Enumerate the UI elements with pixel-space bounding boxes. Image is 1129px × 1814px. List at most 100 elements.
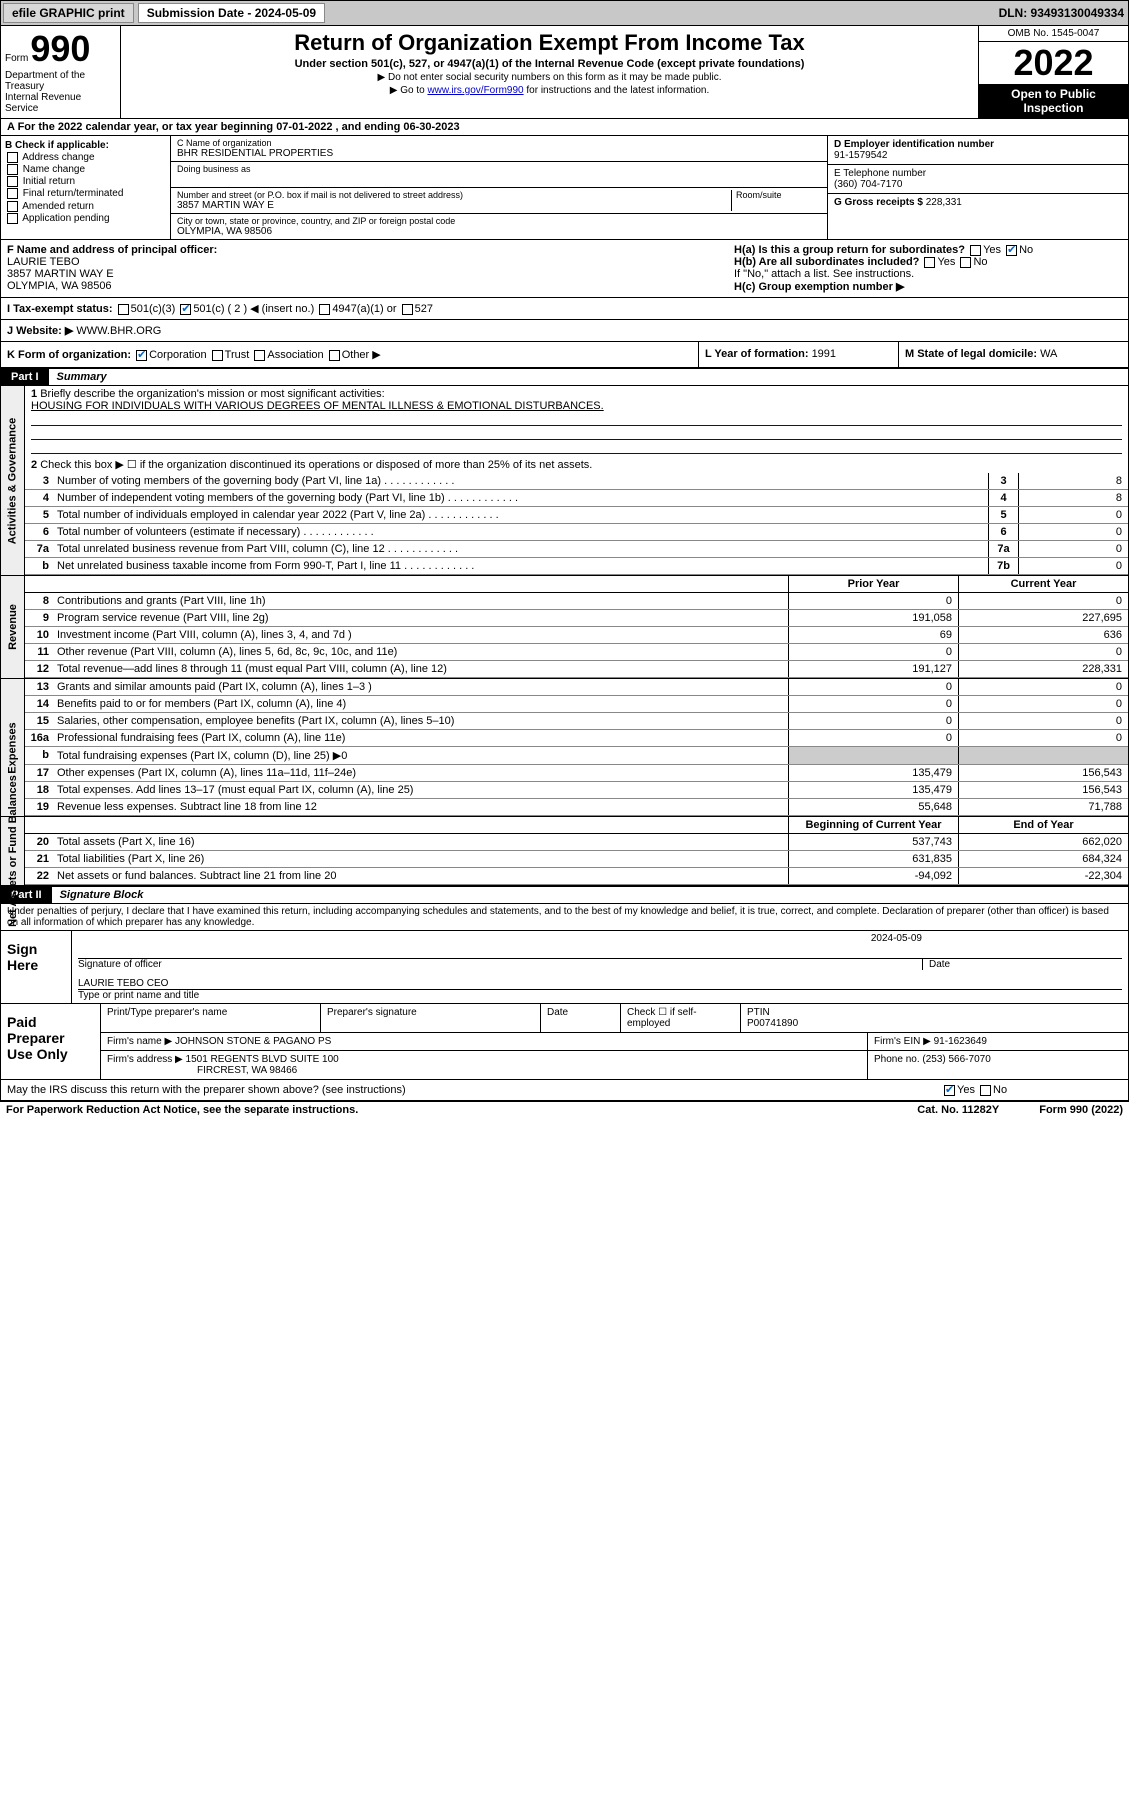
entity-box: B Check if applicable: Address change Na… [0,136,1129,240]
part1-header: Part I Summary [0,368,1129,386]
irs-link[interactable]: www.irs.gov/Form990 [427,85,523,96]
net-line-20: 20Total assets (Part X, line 16)537,7436… [25,834,1128,851]
chk-amended[interactable]: Amended return [5,201,166,212]
sig-officer-label: Signature of officer [78,959,922,970]
top-toolbar: efile GRAPHIC print Submission Date - 20… [0,0,1129,26]
gov-line-3: 3Number of voting members of the governi… [25,473,1128,490]
addr-label: Number and street (or P.O. box if mail i… [177,190,731,200]
may-discuss-text: May the IRS discuss this return with the… [7,1084,942,1096]
name-title-label: Type or print name and title [78,989,1122,1001]
may-yes[interactable] [944,1085,955,1096]
exp-line-13: 13Grants and similar amounts paid (Part … [25,679,1128,696]
row-a-period: A For the 2022 calendar year, or tax yea… [0,119,1129,136]
section-revenue: Revenue Prior Year Current Year 8Contrib… [0,576,1129,679]
col-c-name-addr: C Name of organization BHR RESIDENTIAL P… [171,136,828,239]
chk-name-change[interactable]: Name change [5,164,166,175]
paid-preparer-block: Paid Preparer Use Only Print/Type prepar… [0,1004,1129,1080]
room-label: Room/suite [736,190,821,200]
d-ein-label: D Employer identification number [834,139,1122,150]
dept-treasury: Department of the TreasuryInternal Reven… [5,70,116,114]
form-header: Form 990 Department of the TreasuryInter… [0,26,1129,119]
dba-label: Doing business as [177,164,821,174]
city-state-zip: OLYMPIA, WA 98506 [177,226,821,237]
officer-addr1: 3857 MARTIN WAY E [7,268,114,280]
rev-line-12: 12Total revenue—add lines 8 through 11 (… [25,661,1128,678]
ein-value: 91-1579542 [834,150,1122,161]
k-corp[interactable] [136,350,147,361]
line1-label: Briefly describe the organization's miss… [40,388,384,400]
paid-preparer-label: Paid Preparer Use Only [1,1004,101,1079]
cat-no: Cat. No. 11282Y [917,1104,999,1116]
form-ref: Form 990 (2022) [1039,1104,1123,1116]
firm-name: JOHNSON STONE & PAGANO PS [175,1036,331,1047]
firm-ein: 91-1623649 [934,1036,987,1047]
i-527[interactable] [402,304,413,315]
b-heading: B Check if applicable: [5,140,166,151]
rev-line-8: 8Contributions and grants (Part VIII, li… [25,593,1128,610]
vtab-revenue: Revenue [7,604,19,650]
i-4947[interactable] [319,304,330,315]
may-no[interactable] [980,1085,991,1096]
prep-date-label: Date [541,1004,621,1032]
h-group: H(a) Is this a group return for subordin… [728,240,1128,297]
phone-value: (360) 704-7170 [834,179,1122,190]
k-assoc[interactable] [254,350,265,361]
sign-here-label: Sign Here [1,931,71,1003]
section-governance: Activities & Governance 1 Briefly descri… [0,386,1129,576]
self-emp-label: Check ☐ if self-employed [621,1004,741,1032]
g-gross-label: G Gross receipts $ [834,197,926,208]
gross-receipts: 228,331 [926,197,962,208]
officer-addr2: OLYMPIA, WA 98506 [7,280,112,292]
hb-yes[interactable] [924,257,935,268]
part2-header: Part II Signature Block [0,886,1129,904]
mission-text: HOUSING FOR INDIVIDUALS WITH VARIOUS DEG… [31,400,604,412]
rev-line-9: 9Program service revenue (Part VIII, lin… [25,610,1128,627]
form-word: Form [5,53,28,64]
e-phone-label: E Telephone number [834,168,1122,179]
efile-print-button[interactable]: efile GRAPHIC print [3,3,134,23]
form-subtitle: Under section 501(c), 527, or 4947(a)(1)… [125,58,974,70]
k-trust[interactable] [212,350,223,361]
chk-final-return[interactable]: Final return/terminated [5,188,166,199]
sig-date-val: 2024-05-09 [78,933,1122,944]
exp-line-19: 19Revenue less expenses. Subtract line 1… [25,799,1128,816]
hb-note: If "No," attach a list. See instructions… [734,268,1122,280]
col-prior-year: Prior Year [788,576,958,592]
hb-no[interactable] [960,257,971,268]
form-note1: ▶ Do not enter social security numbers o… [125,72,974,83]
ha-yes[interactable] [970,245,981,256]
row-f-officer-h: F Name and address of principal officer:… [0,240,1129,298]
omb-number: OMB No. 1545-0047 [979,26,1128,42]
ptin-value: P00741890 [747,1018,798,1029]
form-number: 990 [30,28,90,70]
vtab-governance: Activities & Governance [7,417,19,544]
gov-line-5: 5Total number of individuals employed in… [25,507,1128,524]
ptin-label: PTIN [747,1007,770,1018]
exp-line-18: 18Total expenses. Add lines 13–17 (must … [25,782,1128,799]
open-inspection: Open to Public Inspection [979,84,1128,118]
k-other[interactable] [329,350,340,361]
rev-line-10: 10Investment income (Part VIII, column (… [25,627,1128,644]
officer-name-title: LAURIE TEBO CEO [78,978,1122,989]
sign-here-block: Sign Here 2024-05-09 Signature of office… [0,931,1129,1004]
exp-line-17: 17Other expenses (Part IX, column (A), l… [25,765,1128,782]
firm-addr1: 1501 REGENTS BLVD SUITE 100 [186,1054,339,1065]
section-expenses: Expenses 13Grants and similar amounts pa… [0,679,1129,817]
chk-app-pending[interactable]: Application pending [5,213,166,224]
form-header-right: OMB No. 1545-0047 2022 Open to Public In… [978,26,1128,118]
i-501c[interactable] [180,304,191,315]
chk-initial-return[interactable]: Initial return [5,176,166,187]
ha-no[interactable] [1006,245,1017,256]
submission-date: Submission Date - 2024-05-09 [138,3,325,23]
chk-address-change[interactable]: Address change [5,152,166,163]
gov-line-6: 6Total number of volunteers (estimate if… [25,524,1128,541]
sig-date-label: Date [922,959,1122,970]
exp-line-16a: 16aProfessional fundraising fees (Part I… [25,730,1128,747]
exp-line-14: 14Benefits paid to or for members (Part … [25,696,1128,713]
i-501c3[interactable] [118,304,129,315]
col-right-deg: D Employer identification number 91-1579… [828,136,1128,239]
vtab-net: Net Assets or Fund Balances [7,775,19,927]
page-footer: For Paperwork Reduction Act Notice, see … [0,1101,1129,1118]
exp-line-15: 15Salaries, other compensation, employee… [25,713,1128,730]
state-domicile: WA [1040,348,1057,360]
